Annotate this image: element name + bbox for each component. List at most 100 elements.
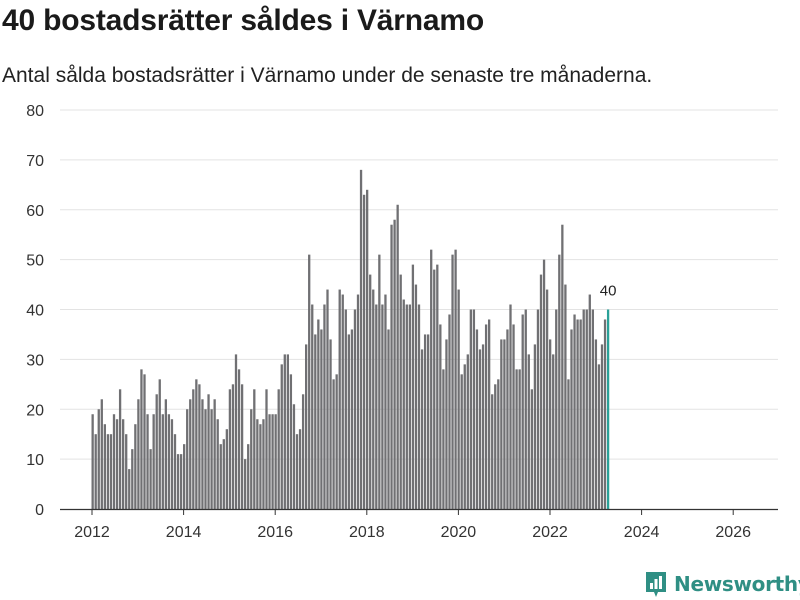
bar [460,374,463,509]
bar [231,384,235,509]
bar [280,364,283,509]
bar [253,389,256,509]
bar [289,374,293,509]
bar [314,334,317,509]
logo-text: Newsworthy [674,572,800,596]
bar [158,379,161,509]
y-tick-label: 80 [26,103,44,120]
y-tick-label: 50 [26,253,44,270]
bar [393,219,396,509]
bar [353,309,357,509]
bar [341,294,344,509]
bar [399,274,402,509]
bar [128,469,131,509]
bar [561,224,564,509]
bar [362,194,366,509]
bar [183,444,186,509]
bar [207,394,210,509]
bar [484,324,488,509]
bar [100,399,103,509]
bar [237,369,241,509]
bar [176,454,180,509]
bar [579,319,582,509]
bar [591,309,594,509]
bar [478,349,482,509]
bar [350,329,354,509]
bar [155,394,158,509]
y-axis-ticks: 0 10 20 30 40 50 60 70 80 [26,103,44,519]
bar [332,379,335,509]
bar [576,319,579,509]
bar-chart-icon [646,572,666,597]
bar [417,304,421,509]
bar [301,394,305,509]
bar [204,409,207,509]
bar [118,389,122,509]
x-tick-label: 2022 [532,524,568,541]
bar [378,254,381,509]
bar [433,269,436,509]
bar [311,304,314,509]
bar [442,369,445,509]
bar [329,339,332,509]
bar-highlight [606,309,610,509]
bar [228,389,232,509]
bar [475,329,479,509]
bar [106,434,110,509]
bar [244,459,247,509]
x-axis: 2012 2014 2016 2018 2020 2022 2024 2026 [60,508,778,541]
bar [305,344,308,509]
bar [271,414,274,509]
x-tick-label: 2018 [349,524,385,541]
bar [518,369,521,509]
bar [396,204,399,509]
bar [216,419,219,509]
bar [564,284,567,509]
bar [262,419,265,509]
bar [375,304,378,509]
bar [448,314,451,509]
bar [515,369,518,509]
bar [463,364,466,509]
bar [94,434,97,509]
bar [527,354,530,509]
newsworthy-logo[interactable]: Newsworthy [644,569,800,599]
bar [359,169,363,509]
bar [524,309,527,509]
y-tick-label: 70 [26,153,44,170]
bar [298,429,302,509]
bar [308,254,311,509]
bar [234,354,238,509]
bar [488,319,491,509]
bar [539,274,543,509]
bar [292,404,296,509]
bar [472,309,476,509]
bar [497,379,500,509]
y-tick-label: 60 [26,203,44,220]
bar [503,339,506,509]
bars [91,169,610,510]
bar [173,434,177,509]
bar [594,339,598,509]
bar [274,414,277,509]
x-tick-label: 2024 [624,524,660,541]
bar [530,389,533,509]
y-tick-label: 20 [26,402,44,419]
bar [222,439,225,509]
bar [256,419,259,509]
bar [146,414,149,509]
bar [225,429,228,509]
bar [390,224,393,509]
bar [240,384,244,509]
bar [195,379,198,509]
bar [137,399,140,509]
bar [573,314,576,509]
bar [134,424,137,509]
bar [469,309,472,509]
bar [179,454,183,509]
bar [265,389,268,509]
y-tick-label: 30 [26,352,44,369]
bar [268,414,271,509]
bar [125,434,128,509]
